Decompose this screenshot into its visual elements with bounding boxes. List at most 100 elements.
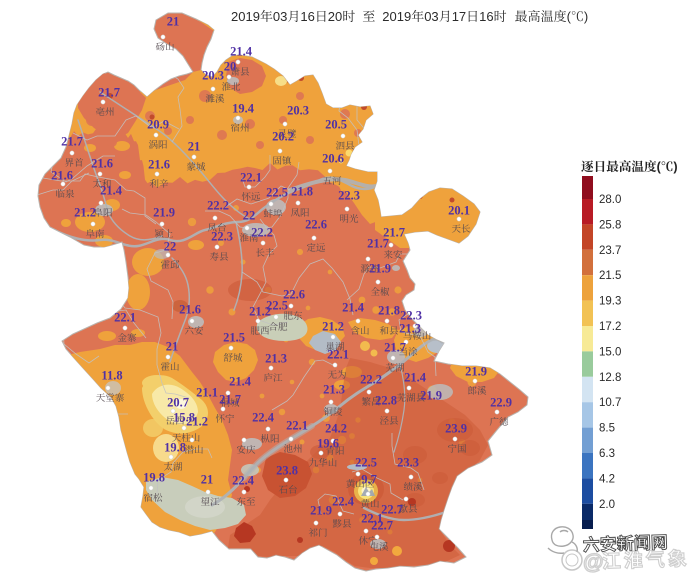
svg-text:20.9: 20.9 [147, 118, 169, 132]
svg-text:22.7: 22.7 [381, 503, 403, 517]
svg-text:19.4: 19.4 [232, 102, 255, 116]
svg-text:21.6: 21.6 [91, 157, 113, 171]
svg-text:21.9: 21.9 [310, 504, 332, 518]
svg-text:20.6: 20.6 [322, 152, 344, 166]
svg-text:21.6: 21.6 [179, 303, 201, 317]
svg-text:22.9: 22.9 [490, 396, 512, 410]
svg-text:22.3: 22.3 [400, 309, 422, 323]
svg-text:20.5: 20.5 [325, 118, 347, 132]
svg-text:20.3: 20.3 [202, 69, 224, 83]
svg-text:21.4: 21.4 [342, 301, 365, 315]
svg-text:22.1: 22.1 [286, 419, 308, 433]
svg-text:21.7: 21.7 [383, 226, 405, 240]
svg-text:21.6: 21.6 [51, 169, 73, 183]
svg-text:21.2: 21.2 [74, 206, 96, 220]
svg-text:4.2: 4.2 [599, 473, 615, 485]
svg-text:21.4: 21.4 [230, 45, 253, 59]
svg-text:22.8: 22.8 [375, 394, 397, 408]
svg-text:12.8: 12.8 [599, 372, 621, 384]
svg-text:22.4: 22.4 [252, 411, 275, 425]
svg-text:22.4: 22.4 [232, 474, 255, 488]
svg-text:21.9: 21.9 [153, 206, 175, 220]
svg-text:22.1: 22.1 [240, 171, 262, 185]
svg-text:19.8: 19.8 [143, 471, 165, 485]
svg-text:28.0: 28.0 [599, 194, 621, 206]
svg-text:22.6: 22.6 [305, 218, 327, 232]
svg-text:22.1: 22.1 [114, 311, 136, 325]
svg-text:20: 20 [224, 60, 237, 74]
svg-text:21.2: 21.2 [249, 305, 271, 319]
svg-text:22.6: 22.6 [283, 288, 305, 302]
svg-text:22.5: 22.5 [266, 299, 288, 313]
svg-text:22.7: 22.7 [371, 519, 393, 533]
svg-text:21.9: 21.9 [465, 365, 487, 379]
svg-text:20.1: 20.1 [448, 204, 470, 218]
svg-text:21.7: 21.7 [219, 393, 241, 407]
svg-text:20.7: 20.7 [167, 396, 189, 410]
svg-text:16: 16 [479, 9, 493, 24]
svg-text:22.3: 22.3 [338, 189, 360, 203]
svg-text:24.2: 24.2 [325, 422, 347, 436]
svg-text:@: @ [583, 551, 603, 574]
svg-text:21.4: 21.4 [100, 184, 123, 198]
svg-text:22.3: 22.3 [211, 230, 233, 244]
svg-text:21.3: 21.3 [323, 383, 345, 397]
svg-text:6.3: 6.3 [599, 448, 615, 460]
svg-text:21: 21 [201, 473, 214, 487]
svg-text:21.5: 21.5 [223, 331, 245, 345]
svg-text:2019: 2019 [382, 9, 411, 24]
svg-text:21.7: 21.7 [384, 341, 406, 355]
svg-text:11.8: 11.8 [101, 369, 122, 383]
svg-text:19.6: 19.6 [317, 437, 339, 451]
svg-text:2019: 2019 [231, 9, 260, 24]
svg-text:22.4: 22.4 [332, 495, 355, 509]
svg-text:23.9: 23.9 [445, 422, 467, 436]
svg-text:22.2: 22.2 [251, 226, 273, 240]
svg-text:22.5: 22.5 [266, 186, 288, 200]
svg-text:23.8: 23.8 [276, 464, 298, 478]
svg-text:21.2: 21.2 [186, 415, 208, 429]
svg-text:21.8: 21.8 [291, 185, 313, 199]
svg-text:20: 20 [328, 9, 342, 24]
svg-text:20.2: 20.2 [272, 130, 294, 144]
svg-text:23.7: 23.7 [599, 245, 621, 257]
svg-text:23.3: 23.3 [397, 456, 419, 470]
svg-text:2.0: 2.0 [599, 499, 615, 511]
svg-text:21.6: 21.6 [148, 158, 170, 172]
svg-text:22: 22 [164, 240, 177, 254]
svg-text:22: 22 [243, 209, 256, 223]
svg-text:): ) [584, 9, 588, 24]
svg-text:9.7: 9.7 [361, 473, 377, 487]
svg-text:21: 21 [166, 340, 179, 354]
svg-text:21: 21 [167, 15, 180, 29]
svg-text:21.3: 21.3 [265, 352, 287, 366]
svg-text:22.1: 22.1 [361, 512, 383, 526]
svg-text:21.8: 21.8 [378, 304, 400, 318]
svg-text:8.5: 8.5 [599, 423, 615, 435]
svg-text:15.0: 15.0 [599, 346, 621, 358]
svg-text:21.3: 21.3 [399, 322, 421, 336]
svg-text:21.1: 21.1 [196, 386, 218, 400]
svg-text:21.9: 21.9 [369, 262, 391, 276]
svg-text:22.5: 22.5 [355, 456, 377, 470]
svg-text:21.9: 21.9 [420, 389, 442, 403]
svg-text:22.1: 22.1 [327, 348, 349, 362]
svg-text:21.7: 21.7 [98, 86, 120, 100]
svg-text:22.2: 22.2 [360, 373, 382, 387]
svg-text:21.4: 21.4 [229, 375, 252, 389]
svg-text:22.2: 22.2 [207, 199, 229, 213]
svg-text:16: 16 [300, 9, 314, 24]
svg-text:19.8: 19.8 [164, 441, 186, 455]
svg-text:17: 17 [452, 9, 466, 24]
svg-text:21.2: 21.2 [322, 320, 344, 334]
svg-text:19.3: 19.3 [599, 296, 621, 308]
svg-text:03: 03 [273, 9, 287, 24]
svg-text:21.7: 21.7 [367, 237, 389, 251]
svg-text:20.3: 20.3 [287, 104, 309, 118]
svg-text:21: 21 [188, 140, 201, 154]
svg-text:17.2: 17.2 [599, 321, 621, 333]
svg-text:(: ( [567, 9, 572, 24]
svg-text:03: 03 [424, 9, 438, 24]
svg-text:21.7: 21.7 [61, 135, 83, 149]
svg-text:21.4: 21.4 [404, 371, 427, 385]
